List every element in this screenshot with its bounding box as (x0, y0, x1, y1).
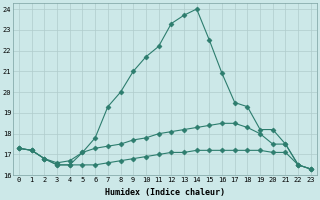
X-axis label: Humidex (Indice chaleur): Humidex (Indice chaleur) (105, 188, 225, 197)
